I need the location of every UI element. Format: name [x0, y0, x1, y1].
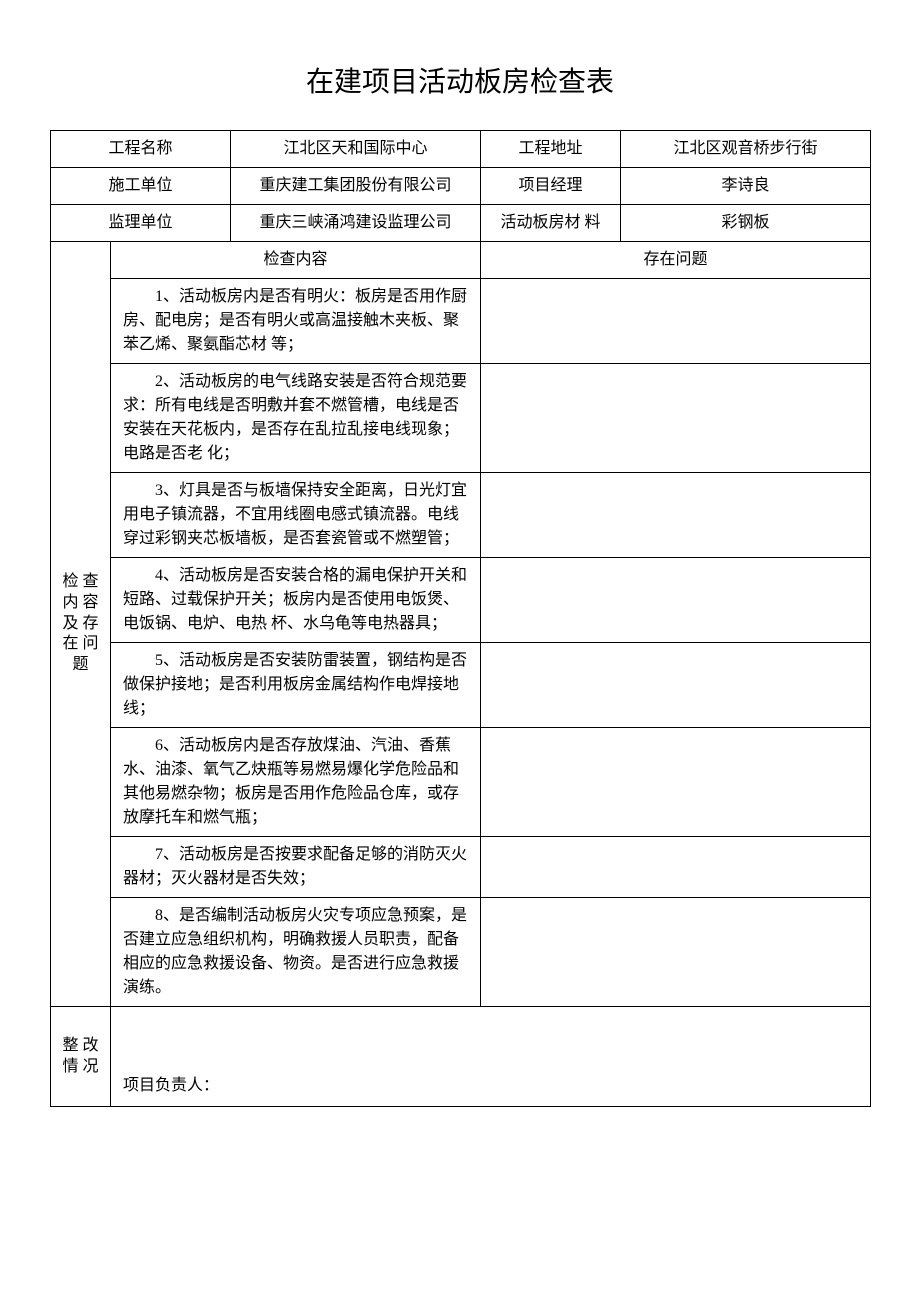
item-content-1: 1、活动板房内是否有明火：板房是否用作厨房、配电房；是否有明火或高温接触木夹板、… [111, 279, 481, 364]
item-issue-8 [481, 898, 871, 1007]
value-supervision-unit: 重庆三峡涌鸿建设监理公司 [231, 205, 481, 242]
item-row-8: 8、是否编制活动板房火灾专项应急预案，是否建立应急组织机构，明确救援人员职责，配… [51, 898, 871, 1007]
item-issue-1 [481, 279, 871, 364]
item-row-5: 5、活动板房是否安装防雷装置，钢结构是否做保护接地；是否利用板房金属结构作电焊接… [51, 643, 871, 728]
section-header-row: 检 查 内 容 及 存 在 问 题 检查内容 存在问题 [51, 242, 871, 279]
value-material: 彩钢板 [621, 205, 871, 242]
item-content-4: 4、活动板房是否安装合格的漏电保护开关和短路、过载保护开关；板房内是否使用电饭煲… [111, 558, 481, 643]
item-row-1: 1、活动板房内是否有明火：板房是否用作厨房、配电房；是否有明火或高温接触木夹板、… [51, 279, 871, 364]
value-project-manager: 李诗良 [621, 168, 871, 205]
item-issue-7 [481, 837, 871, 898]
item-content-8: 8、是否编制活动板房火灾专项应急预案，是否建立应急组织机构，明确救援人员职责，配… [111, 898, 481, 1007]
rectify-content: 项目负责人： [111, 1007, 871, 1107]
rectify-row: 整 改 情 况 项目负责人： [51, 1007, 871, 1107]
item-issue-6 [481, 728, 871, 837]
inspection-table: 工程名称 江北区天和国际中心 工程地址 江北区观音桥步行街 施工单位 重庆建工集… [50, 130, 871, 1107]
value-project-address: 江北区观音桥步行街 [621, 131, 871, 168]
page-title: 在建项目活动板房检查表 [50, 60, 870, 100]
label-project-address: 工程地址 [481, 131, 621, 168]
value-project-name: 江北区天和国际中心 [231, 131, 481, 168]
header-row-2: 施工单位 重庆建工集团股份有限公司 项目经理 李诗良 [51, 168, 871, 205]
item-content-5: 5、活动板房是否安装防雷装置，钢结构是否做保护接地；是否利用板房金属结构作电焊接… [111, 643, 481, 728]
header-row-1: 工程名称 江北区天和国际中心 工程地址 江北区观音桥步行街 [51, 131, 871, 168]
item-row-2: 2、活动板房的电气线路安装是否符合规范要求：所有电线是否明敷并套不燃管槽，电线是… [51, 364, 871, 473]
item-content-2: 2、活动板房的电气线路安装是否符合规范要求：所有电线是否明敷并套不燃管槽，电线是… [111, 364, 481, 473]
item-row-4: 4、活动板房是否安装合格的漏电保护开关和短路、过载保护开关；板房内是否使用电饭煲… [51, 558, 871, 643]
item-content-7: 7、活动板房是否按要求配备足够的消防灭火器材；灭火器材是否失效； [111, 837, 481, 898]
item-issue-5 [481, 643, 871, 728]
item-row-6: 6、活动板房内是否存放煤油、汽油、香蕉水、油漆、氧气乙炔瓶等易燃易爆化学危险品和… [51, 728, 871, 837]
vertical-label-rectify: 整 改 情 况 [51, 1007, 111, 1107]
value-construction-unit: 重庆建工集团股份有限公司 [231, 168, 481, 205]
label-project-manager: 项目经理 [481, 168, 621, 205]
label-supervision-unit: 监理单位 [51, 205, 231, 242]
col-header-content: 检查内容 [111, 242, 481, 279]
item-content-3: 3、灯具是否与板墙保持安全距离，日光灯宜用电子镇流器，不宜用线圈电感式镇流器。电… [111, 473, 481, 558]
label-material: 活动板房材 料 [481, 205, 621, 242]
item-issue-2 [481, 364, 871, 473]
item-row-3: 3、灯具是否与板墙保持安全距离，日光灯宜用电子镇流器，不宜用线圈电感式镇流器。电… [51, 473, 871, 558]
header-row-3: 监理单位 重庆三峡涌鸿建设监理公司 活动板房材 料 彩钢板 [51, 205, 871, 242]
col-header-issue: 存在问题 [481, 242, 871, 279]
item-row-7: 7、活动板房是否按要求配备足够的消防灭火器材；灭火器材是否失效； [51, 837, 871, 898]
item-issue-4 [481, 558, 871, 643]
leader-label: 项目负责人： [123, 1077, 219, 1094]
label-construction-unit: 施工单位 [51, 168, 231, 205]
item-issue-3 [481, 473, 871, 558]
label-project-name: 工程名称 [51, 131, 231, 168]
item-content-6: 6、活动板房内是否存放煤油、汽油、香蕉水、油漆、氧气乙炔瓶等易燃易爆化学危险品和… [111, 728, 481, 837]
vertical-label-content: 检 查 内 容 及 存 在 问 题 [51, 242, 111, 1007]
